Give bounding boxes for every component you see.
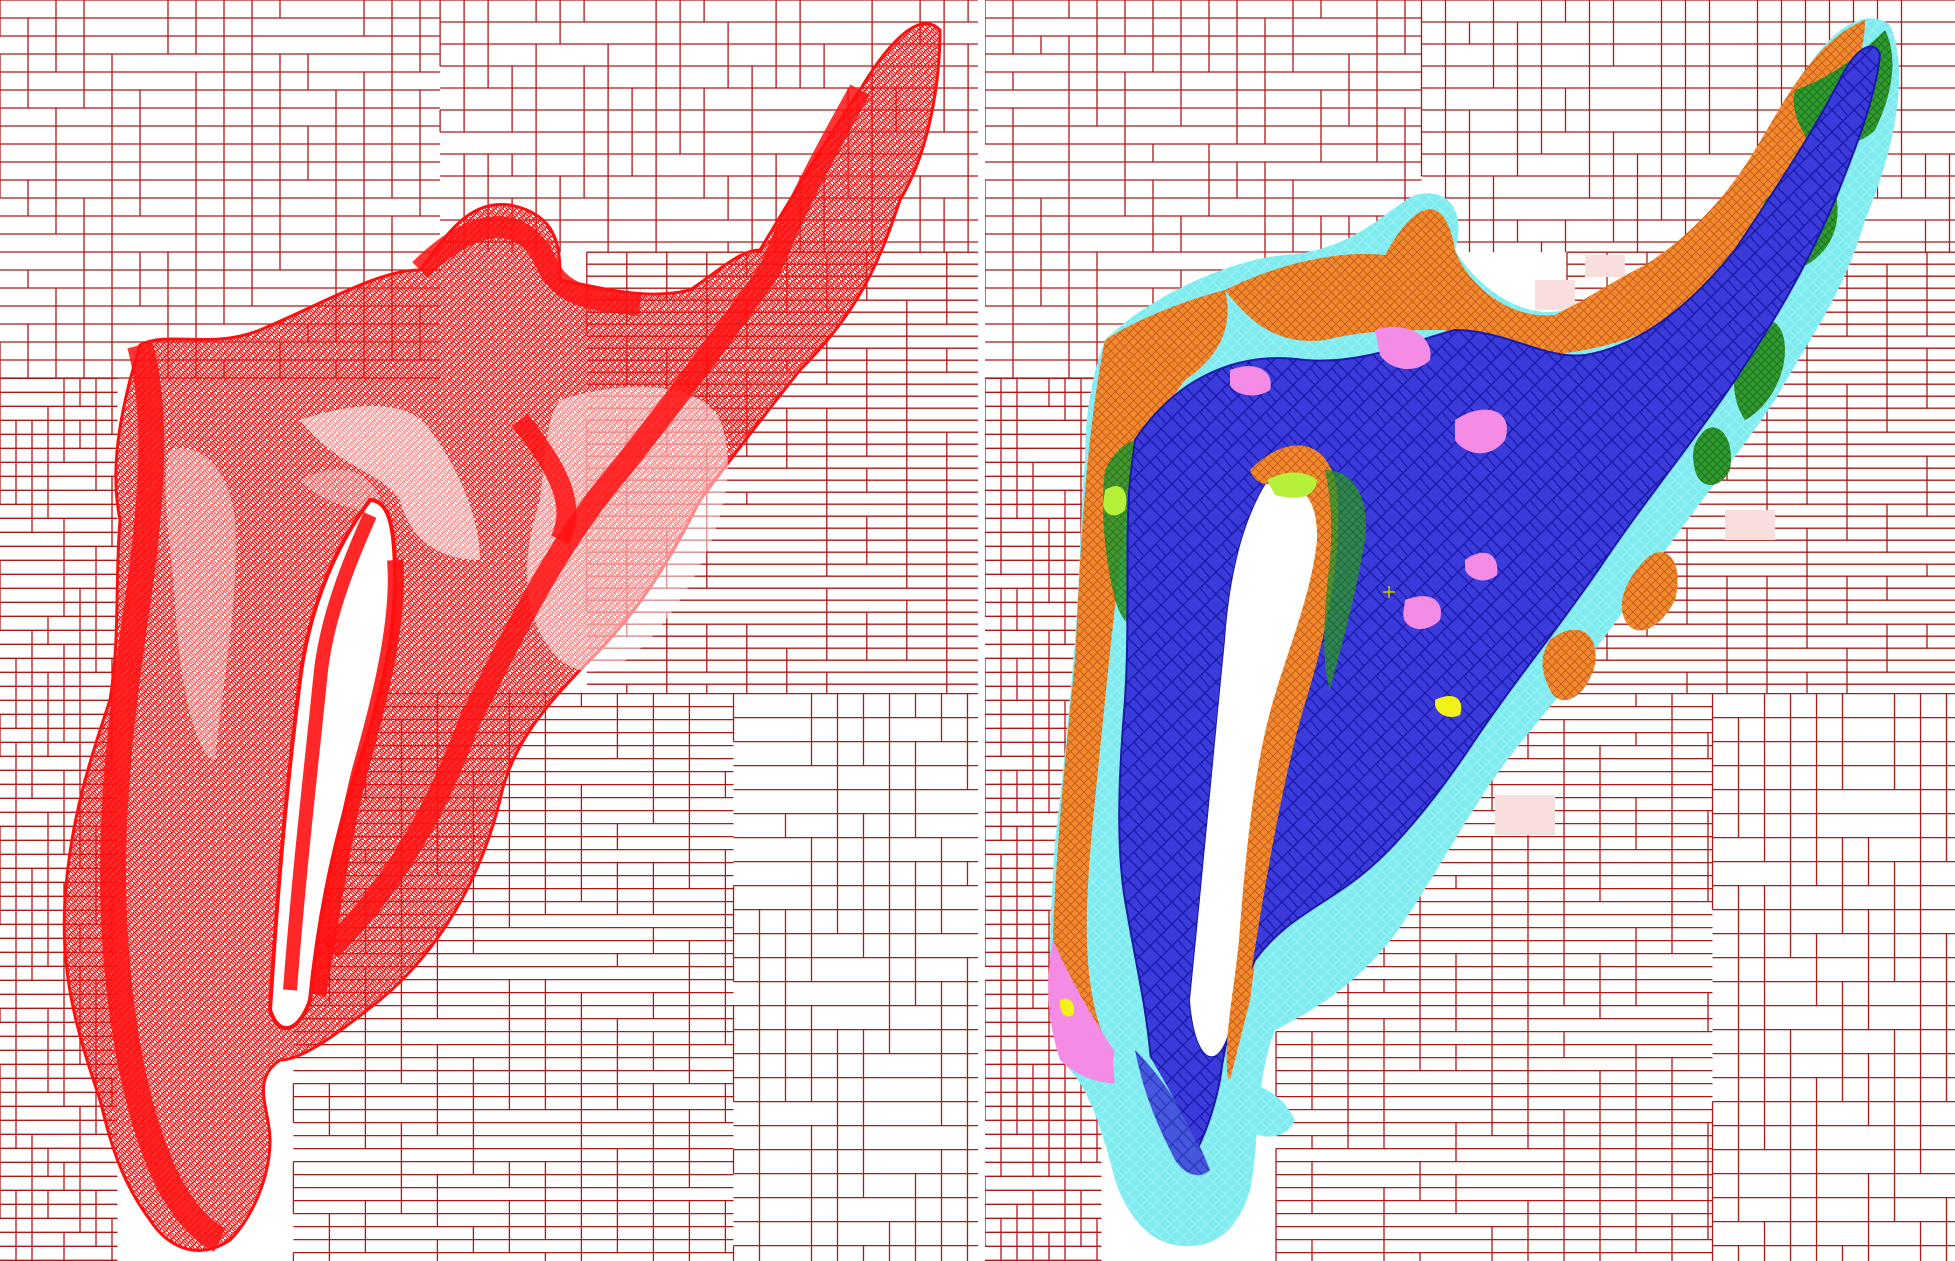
classified-lake bbox=[1048, 18, 1900, 1247]
plus-marker bbox=[1383, 586, 1395, 598]
right-map-panel bbox=[985, 0, 1955, 1261]
mesh-map bbox=[0, 0, 978, 1261]
left-map-panel bbox=[0, 0, 978, 1261]
lake-mesh bbox=[62, 22, 942, 1252]
panel-divider bbox=[978, 0, 985, 1261]
classified-mesh-map bbox=[985, 0, 1955, 1261]
